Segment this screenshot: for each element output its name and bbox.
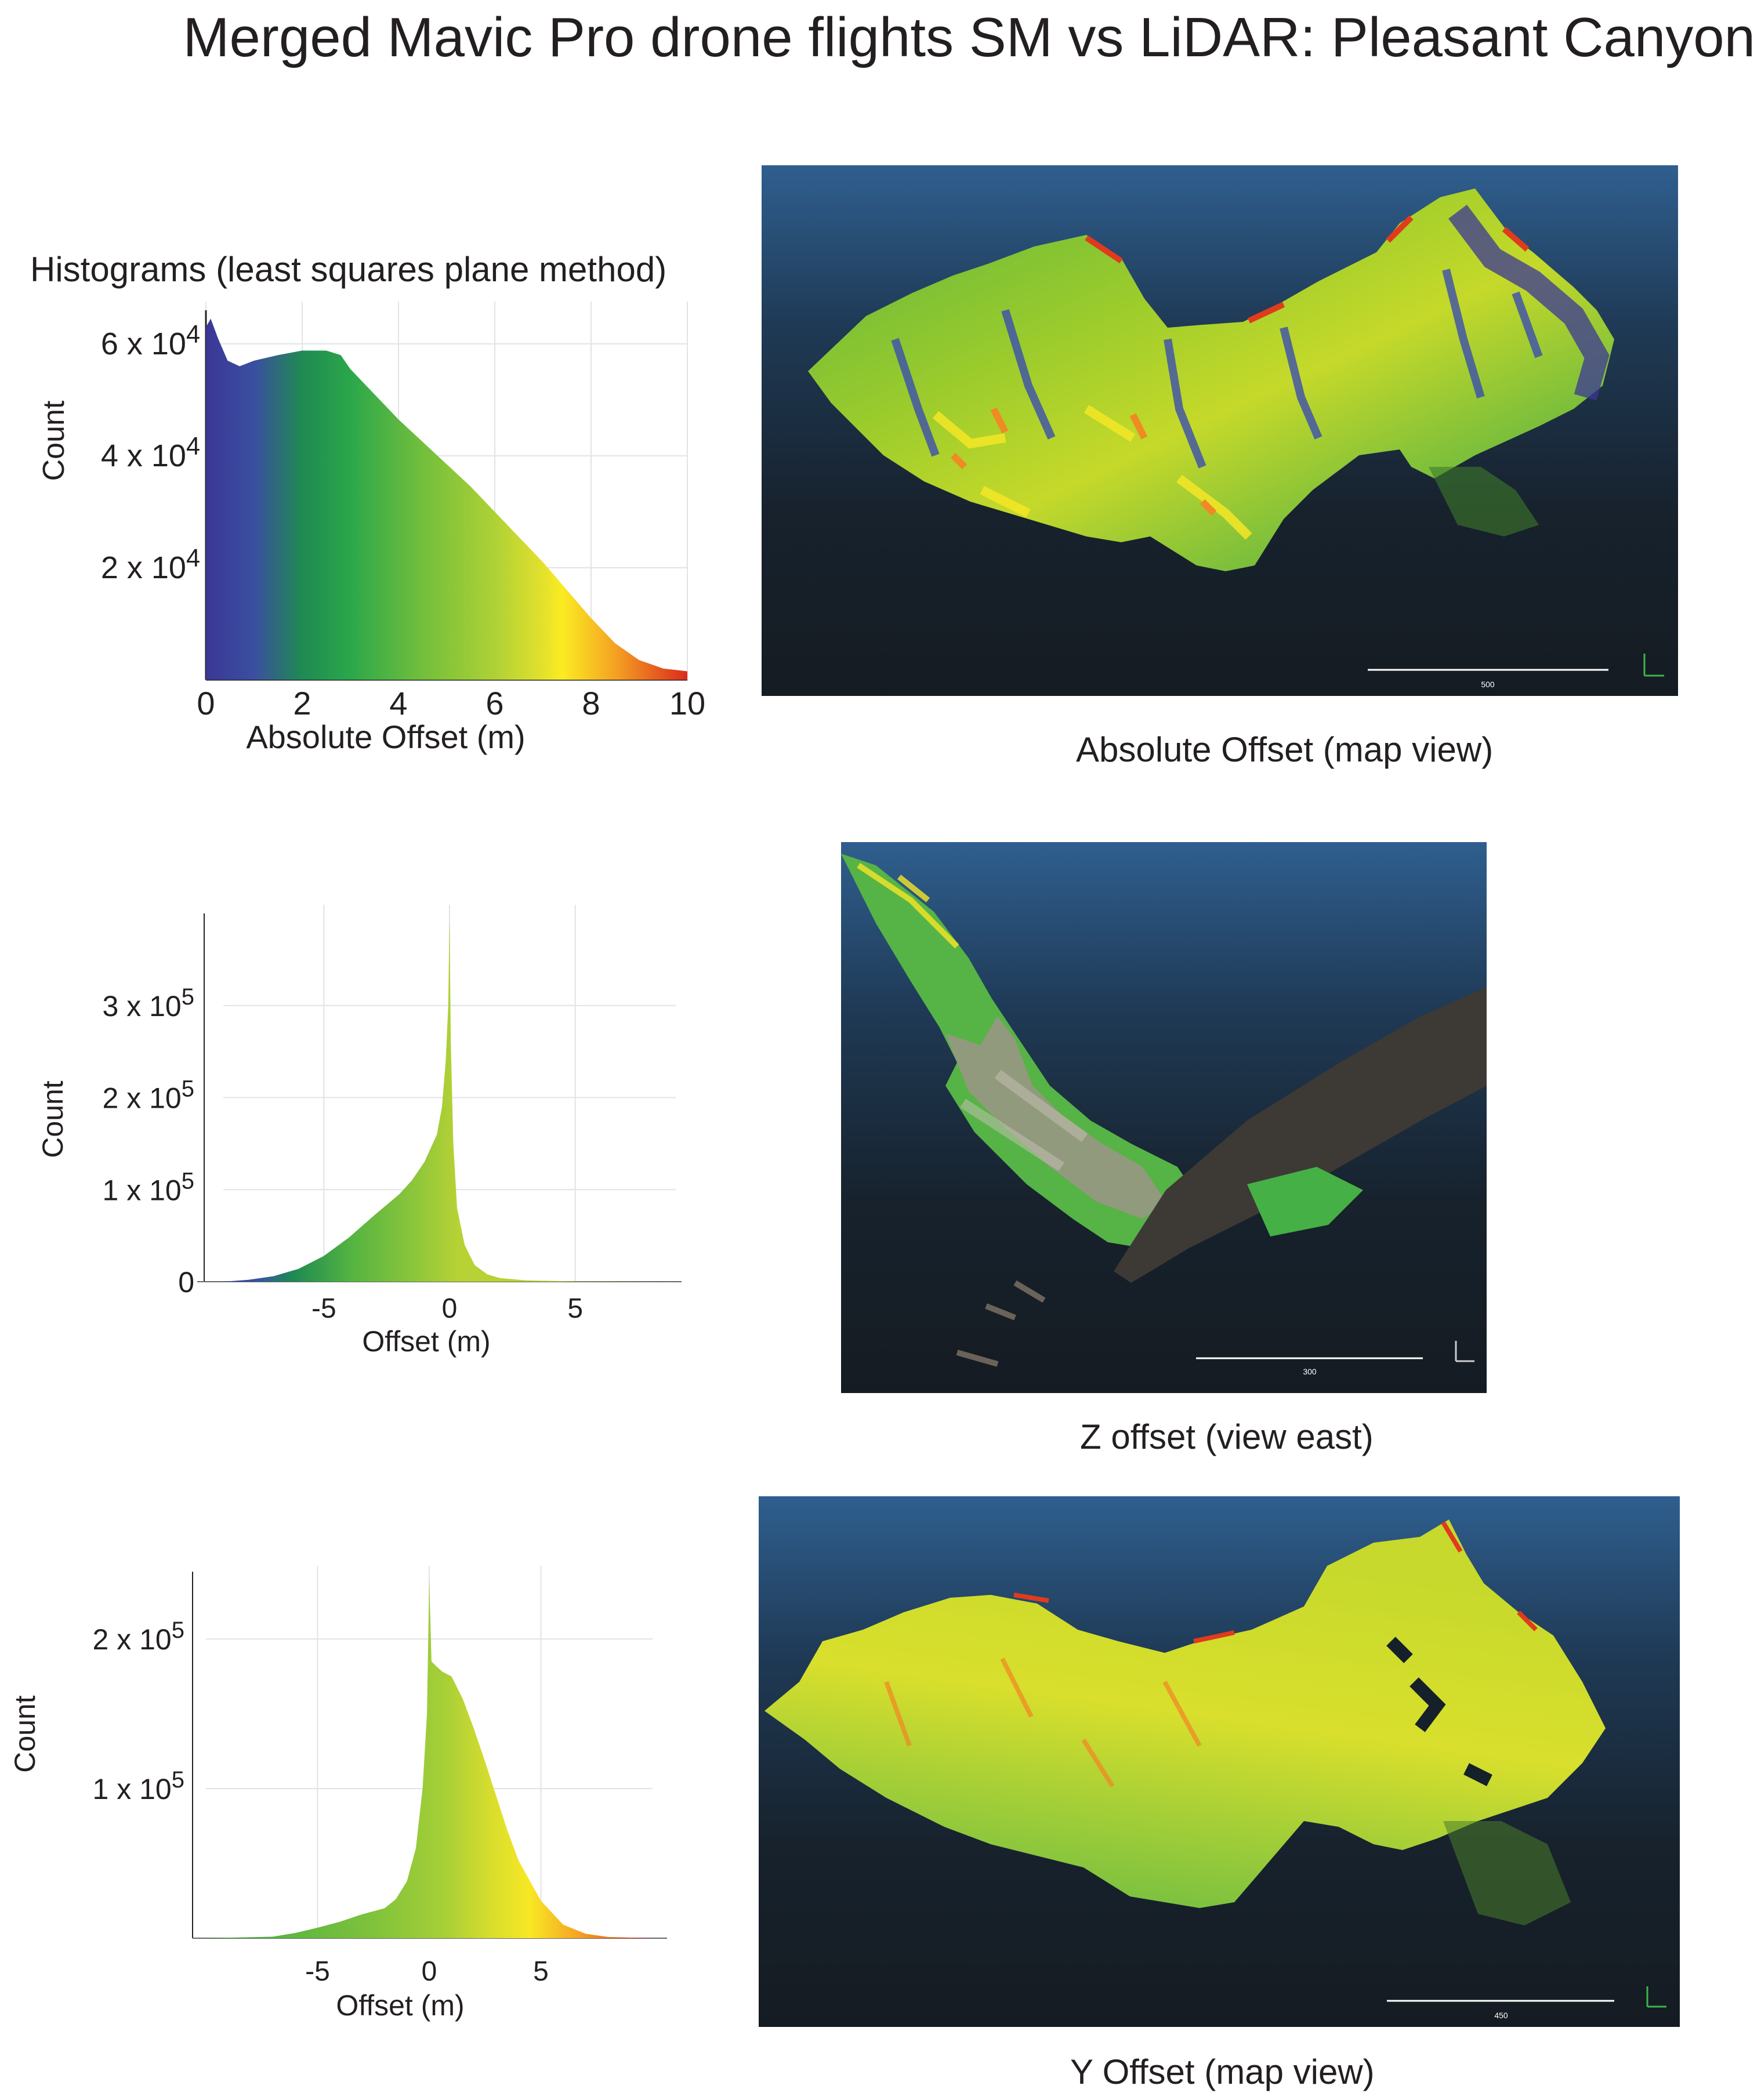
point-cloud-body (764, 1519, 1606, 1908)
scale-bar-label: 500 (1481, 680, 1495, 689)
sparse-points (1429, 467, 1539, 536)
y-axis-label: Count (9, 1695, 41, 1773)
dark-canyon-wall (1114, 987, 1487, 1283)
z-offset-panel: 300 (841, 842, 1487, 1393)
data-gaps (1386, 1637, 1492, 1786)
light-rock-streaks (960, 1069, 1088, 1171)
y-tick-label: 4 x 104 (101, 433, 200, 473)
x-tick-labels: -5 0 5 (311, 1293, 583, 1324)
y-tick-label: 2 x 105 (93, 1617, 184, 1656)
x-tick-label: 8 (582, 685, 600, 721)
y-offset-caption: Y Offset (map view) (1070, 2052, 1375, 2091)
y-axis-label: Count (37, 400, 71, 481)
x-axis-label: Offset (m) (336, 1989, 464, 2022)
yellow-offset-patches (932, 405, 1252, 540)
y-tick-labels: 2 x 104 4 x 104 6 x 104 (101, 321, 200, 585)
y-tick-label: 2 x 105 (103, 1076, 194, 1115)
x-tick-label: 0 (442, 1293, 458, 1324)
x-axis-label: Absolute Offset (m) (246, 719, 525, 755)
x-tick-label: 6 (485, 685, 503, 721)
chart-z-offset: -5 0 5 0 1 x 105 2 x 105 3 x 105 Offset (m) C… (37, 905, 682, 1358)
histogram-area (223, 917, 676, 1282)
x-tick-label: -5 (311, 1293, 336, 1324)
blue-offset-streaks (891, 269, 1543, 469)
orange-offset-streaks (884, 1657, 1202, 1788)
y-tick-label: 2 x 104 (101, 545, 200, 585)
y-tick-label: 1 x 105 (103, 1168, 194, 1206)
y-axis-label: Count (37, 1080, 69, 1158)
yellow-offset-patches (857, 862, 959, 949)
point-cloud-body (808, 188, 1614, 571)
y-tick-label: 0 (178, 1266, 194, 1299)
x-axis-label: Offset (m) (362, 1325, 490, 1358)
orange-offset-patches (950, 407, 1217, 516)
x-tick-label: -5 (305, 1956, 330, 1987)
scale-bar-label: 300 (1303, 1367, 1317, 1376)
histogram-area (206, 1579, 653, 1938)
x-tick-labels: -5 0 5 (305, 1956, 549, 1987)
axis-triad-icon (1643, 654, 1664, 677)
scale-bar-label: 450 (1494, 2011, 1508, 2020)
axis-triad-icon (1455, 1341, 1474, 1362)
red-edge-offsets (1013, 1521, 1538, 1644)
y-tick-label: 6 x 104 (101, 321, 200, 361)
x-tick-label: 10 (669, 685, 705, 721)
y-offset-point-cloud: 450 (764, 1519, 1666, 2020)
absolute-offset-point-cloud: 500 (808, 188, 1664, 689)
x-tick-label: 5 (533, 1956, 549, 1987)
x-tick-label: 2 (293, 685, 311, 721)
absolute-offset-caption: Absolute Offset (map view) (1076, 730, 1494, 769)
chart-absolute-offset: 0 2 4 6 8 10 2 x 104 4 x 104 6 x 104 Absolute O… (37, 302, 705, 755)
x-tick-label: 4 (389, 685, 407, 721)
chart-y-offset: -5 0 5 1 x 105 2 x 105 Offset (m) Count (9, 1566, 667, 2022)
x-tick-label: 0 (422, 1956, 437, 1987)
blue-offset-band (1448, 205, 1610, 401)
x-tick-label: 5 (567, 1293, 583, 1324)
y-tick-label: 1 x 105 (93, 1767, 184, 1805)
z-offset-point-cloud: 300 (841, 854, 1487, 1376)
x-tick-label: 0 (197, 685, 215, 721)
axis-triad-icon (1646, 1986, 1666, 2008)
figure-title: Merged Mavic Pro drone flights SM vs LiD… (183, 6, 1756, 68)
histograms-heading: Histograms (least squares plane method) (30, 250, 666, 289)
debris-points (956, 1280, 1046, 1367)
sparse-points (1443, 1821, 1571, 1925)
x-tick-labels: 0 2 4 6 8 10 (197, 685, 705, 721)
absolute-offset-map-panel: 500 (762, 165, 1678, 696)
red-edge-offsets (1085, 215, 1530, 324)
y-tick-labels: 1 x 105 2 x 105 (93, 1617, 184, 1805)
green-patch (1247, 1167, 1363, 1236)
z-offset-caption: Z offset (view east) (1080, 1417, 1374, 1456)
y-tick-label: 3 x 105 (103, 984, 194, 1022)
y-offset-map-panel: 450 (759, 1496, 1680, 2027)
y-tick-labels: 0 1 x 105 2 x 105 3 x 105 (103, 984, 194, 1299)
histogram-area (206, 318, 687, 680)
